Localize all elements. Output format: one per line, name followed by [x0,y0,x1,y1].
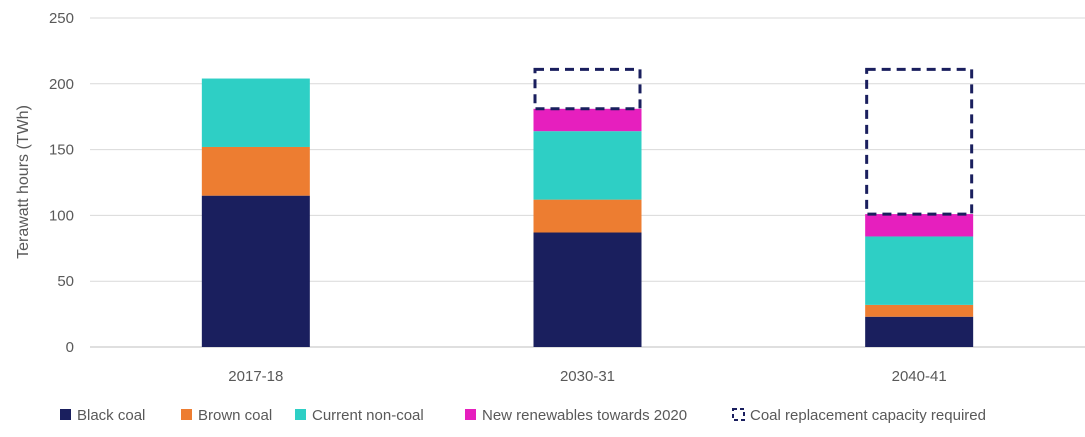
y-tick-label: 200 [49,76,74,93]
legend-swatch [732,408,745,421]
legend-label: New renewables towards 2020 [482,407,687,424]
bar-segment-black-coal [865,316,974,347]
legend-swatch [295,409,306,420]
legend: Black coal Brown coal Current non-coal New … [60,407,986,424]
bar-segment-new-renewables-towards-2020 [865,214,974,237]
x-tick-label: 2030-31 [560,368,615,385]
legend-label: Coal replacement capacity required [750,407,986,424]
legend-swatch [60,409,71,420]
y-tick-label: 150 [49,142,74,159]
legend-label: Brown coal [198,407,272,424]
legend-label: Black coal [77,407,145,424]
bar-segment-current-non-coal [201,78,310,147]
x-tick-label: 2017-18 [228,368,283,385]
x-tick-label: 2040-41 [892,368,947,385]
bar-segment-brown-coal [533,199,642,233]
y-axis-label: Terawatt hours (TWh) [15,105,32,259]
bar-segment-brown-coal [865,304,974,317]
legend-swatch [181,409,192,420]
y-tick-label: 100 [49,207,74,224]
bars [201,67,974,347]
bar-segment-current-non-coal [533,131,642,200]
legend-swatch [465,409,476,420]
bar-segment-brown-coal [201,146,310,196]
bar-segment-new-renewables-towards-2020 [533,108,642,132]
bar-segment-black-coal [201,195,310,347]
y-tick-label: 50 [57,273,74,290]
bar-segment-black-coal [533,232,642,347]
bar-segment-current-non-coal [865,236,974,305]
x-tick-labels: 2017-18 2030-31 2040-41 [228,368,946,385]
y-tick-label: 250 [49,10,74,27]
bar-segment-coal-replacement [533,67,642,111]
y-tick-labels: 0 50 100 150 200 250 [49,10,74,356]
bar-segment-coal-replacement [865,67,974,216]
y-tick-label: 0 [66,339,74,356]
legend-label: Current non-coal [312,407,424,424]
